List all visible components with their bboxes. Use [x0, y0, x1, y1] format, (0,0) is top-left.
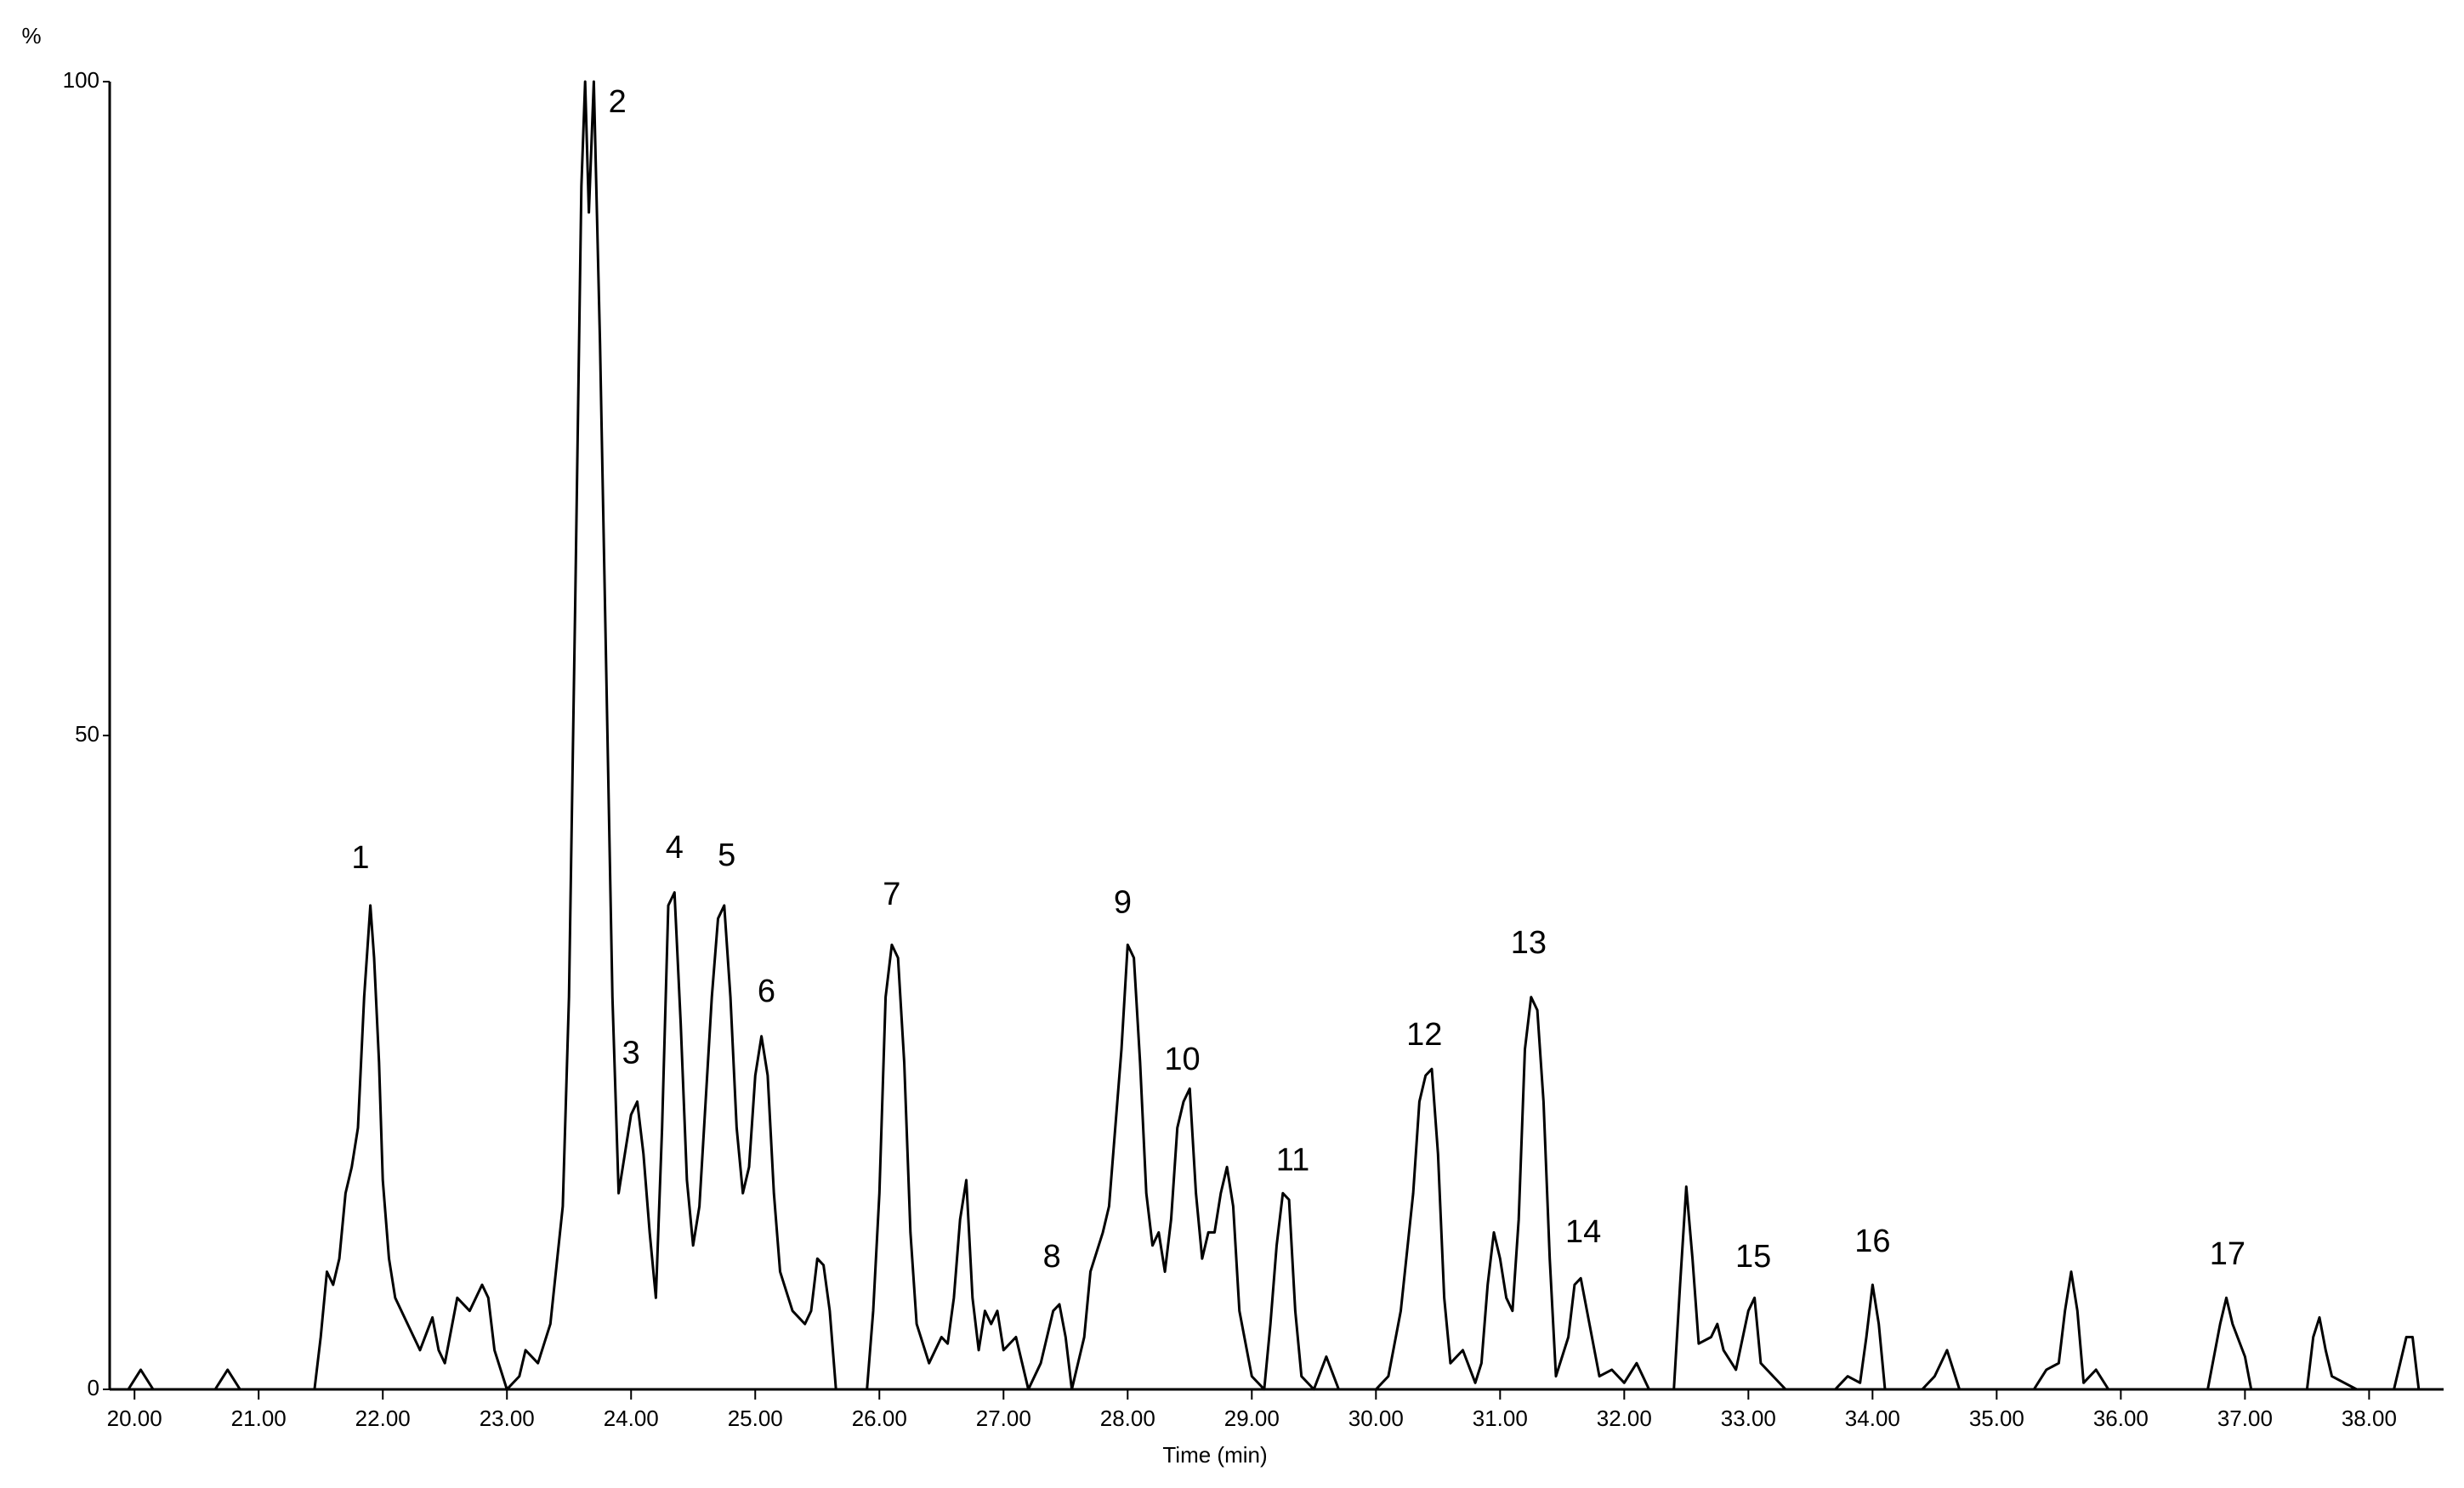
x-tick-label: 31.00 — [1473, 1406, 1528, 1431]
peak-label: 16 — [1854, 1224, 1890, 1259]
x-tick-label: 26.00 — [852, 1406, 907, 1431]
x-axis-label: Time (min) — [1162, 1442, 1267, 1468]
peak-label: 2 — [609, 84, 627, 120]
x-tick-label: 29.00 — [1224, 1406, 1280, 1431]
x-tick-label: 36.00 — [2093, 1406, 2149, 1431]
peak-label: 14 — [1565, 1214, 1601, 1250]
peak-label: 8 — [1043, 1239, 1061, 1275]
x-tick-label: 24.00 — [604, 1406, 659, 1431]
x-tick-label: 23.00 — [480, 1406, 535, 1431]
peak-label: 4 — [666, 830, 684, 866]
x-tick-label: 20.00 — [107, 1406, 162, 1431]
peak-label: 1 — [351, 840, 369, 876]
x-tick-label: 37.00 — [2217, 1406, 2273, 1431]
x-tick-label: 27.00 — [976, 1406, 1031, 1431]
x-tick-label: 34.00 — [1845, 1406, 1900, 1431]
peak-label: 12 — [1406, 1017, 1442, 1053]
y-tick-label: 100 — [63, 67, 99, 93]
peak-label: 11 — [1276, 1142, 1309, 1178]
x-tick-label: 35.00 — [1969, 1406, 2024, 1431]
y-axis-label: % — [21, 23, 41, 48]
peak-label: 3 — [622, 1035, 640, 1071]
x-tick-label: 33.00 — [1721, 1406, 1776, 1431]
x-tick-label: 22.00 — [355, 1406, 411, 1431]
y-tick-label: 0 — [88, 1375, 99, 1400]
y-tick-label: 50 — [75, 721, 99, 747]
peak-label: 10 — [1164, 1042, 1200, 1077]
peak-label: 6 — [758, 974, 775, 1009]
peak-label: 17 — [2210, 1236, 2245, 1272]
peak-label: 5 — [718, 838, 735, 873]
x-tick-label: 38.00 — [2342, 1406, 2397, 1431]
peak-label: 7 — [883, 877, 900, 912]
x-tick-label: 25.00 — [728, 1406, 783, 1431]
x-tick-label: 21.00 — [231, 1406, 287, 1431]
x-tick-label: 30.00 — [1348, 1406, 1404, 1431]
chromatogram-line — [110, 80, 2444, 1391]
x-tick-label: 32.00 — [1597, 1406, 1652, 1431]
x-tick-label: 28.00 — [1100, 1406, 1155, 1431]
peak-label: 9 — [1114, 884, 1132, 920]
peak-label: 15 — [1735, 1239, 1771, 1275]
peak-label: 13 — [1511, 925, 1547, 961]
